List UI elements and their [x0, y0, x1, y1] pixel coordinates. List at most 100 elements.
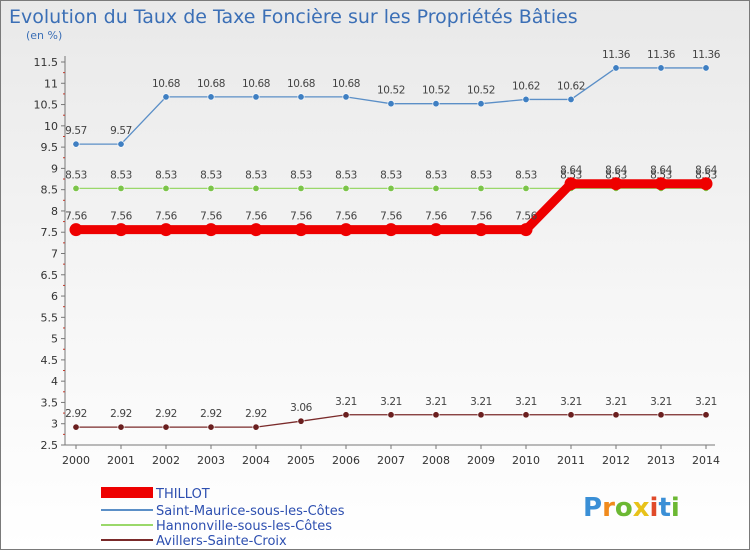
data-label: 8.53	[380, 169, 402, 181]
axes: 2.5 3 3.5 4 4.5 5 5.5 6 6.5 7 7.5 8 8.5 9 9.5 10 10.5 11 1…	[34, 56, 720, 467]
x-tick-label: 2006	[332, 454, 360, 467]
data-label: 11.36	[647, 49, 676, 61]
chart-title: Evolution du Taux de Taxe Foncière sur l…	[9, 6, 578, 28]
data-point	[519, 223, 533, 237]
x-tick-label: 2005	[287, 454, 315, 467]
data-point	[474, 223, 488, 237]
x-tick-label: 2012	[602, 454, 630, 467]
data-point	[387, 100, 395, 108]
data-label: 10.62	[512, 80, 540, 92]
y-tick-label: 7.5	[41, 226, 59, 239]
data-label: 7.56	[65, 211, 87, 223]
y-tick-label: 4.5	[41, 354, 59, 367]
x-tick-label: 2003	[197, 454, 225, 467]
data-point	[522, 184, 530, 192]
y-tick-label: 7	[51, 248, 58, 261]
data-point	[387, 184, 395, 192]
data-point	[654, 177, 668, 191]
data-point	[252, 423, 260, 431]
data-label: 7.56	[425, 211, 447, 223]
data-label: 3.21	[425, 396, 447, 408]
data-point	[297, 417, 305, 425]
data-point	[297, 93, 305, 101]
y-tick-label: 6	[51, 290, 58, 303]
data-label: 8.53	[335, 169, 357, 181]
data-point	[252, 184, 260, 192]
data-label: 3.21	[470, 396, 492, 408]
data-label: 2.92	[110, 408, 132, 420]
data-point	[522, 411, 530, 419]
logo-letter: r	[602, 493, 615, 523]
x-tick-label: 2001	[107, 454, 135, 467]
y-tick-label: 11	[44, 77, 58, 90]
data-point	[342, 93, 350, 101]
logo-text: Proxiti	[583, 493, 680, 523]
data-point	[72, 140, 80, 148]
x-tick-label: 2014	[692, 454, 720, 467]
data-label: 10.68	[242, 78, 270, 90]
data-point	[477, 184, 485, 192]
data-point	[657, 411, 665, 419]
data-label: 3.06	[290, 402, 312, 414]
data-label: 8.53	[470, 169, 492, 181]
legend-item: Avillers-Sainte-Croix	[101, 534, 287, 549]
data-label: 7.56	[335, 211, 357, 223]
logo-letter: x	[633, 493, 650, 523]
data-label: 7.56	[200, 211, 222, 223]
data-label: 7.56	[470, 211, 492, 223]
data-label: 7.56	[290, 211, 312, 223]
data-label: 8.53	[110, 169, 132, 181]
data-label: 10.68	[152, 78, 180, 90]
data-label: 8.64	[650, 165, 672, 177]
data-point	[429, 223, 443, 237]
data-point	[294, 223, 308, 237]
series-saint-maurice-sous-les-c-tes: 9.57 9.57 10.68 10.68 10.68 10.68 10.68 10.52 10…	[65, 49, 721, 148]
data-point	[339, 223, 353, 237]
x-tick-label: 2009	[467, 454, 495, 467]
data-point	[609, 177, 623, 191]
data-label: 2.92	[200, 408, 222, 420]
y-tick-label: 8.5	[41, 184, 59, 197]
logo-letter: o	[615, 493, 633, 523]
data-label: 8.53	[560, 169, 582, 181]
data-label: 7.56	[245, 211, 267, 223]
x-tick-label: 2010	[512, 454, 540, 467]
data-point	[297, 184, 305, 192]
data-point	[69, 223, 83, 237]
data-point	[387, 411, 395, 419]
data-point	[477, 411, 485, 419]
data-label: 8.53	[155, 169, 177, 181]
data-point	[159, 223, 173, 237]
y-tick-label: 9.5	[41, 141, 59, 154]
data-label: 3.21	[515, 396, 537, 408]
data-label: 7.56	[515, 211, 537, 223]
data-point	[612, 64, 620, 72]
logo-letter: P	[583, 493, 602, 523]
legend-item: Saint-Maurice-sous-les-Côtes	[101, 504, 345, 519]
x-tick-label: 2002	[152, 454, 180, 467]
y-tick-label: 11.5	[34, 56, 59, 69]
data-label: 8.53	[425, 169, 447, 181]
legend-label: Hannonville-sous-les-Côtes	[156, 519, 332, 534]
legend-item: THILLOT	[101, 487, 210, 502]
data-label: 2.92	[245, 408, 267, 420]
y-tick-label: 5	[51, 333, 58, 346]
data-point	[702, 411, 710, 419]
series-layer: 9.57 9.57 10.68 10.68 10.68 10.68 10.68 10.52 10…	[65, 49, 721, 431]
data-point	[699, 177, 713, 191]
data-label: 8.64	[560, 165, 582, 177]
data-label: 8.53	[65, 169, 87, 181]
data-label: 2.92	[65, 408, 87, 420]
legend-label: THILLOT	[155, 487, 210, 502]
y-tick-label: 10	[44, 120, 58, 133]
data-label: 9.57	[65, 125, 87, 137]
proxiti-logo: Proxiti	[583, 493, 680, 523]
data-label: 8.53	[695, 169, 717, 181]
series-thillot: 7.56 7.56 7.56 7.56 7.56 7.56 7.56 7.56 7.56 7.56…	[65, 165, 718, 237]
data-label: 10.62	[557, 80, 585, 92]
data-point	[249, 223, 263, 237]
unit-label: (en %)	[26, 29, 62, 42]
data-point	[114, 223, 128, 237]
series-avillers-sainte-croix: 2.92 2.92 2.92 2.92 2.92 3.06 3.21 3.21 3.21 3.21…	[65, 396, 717, 431]
